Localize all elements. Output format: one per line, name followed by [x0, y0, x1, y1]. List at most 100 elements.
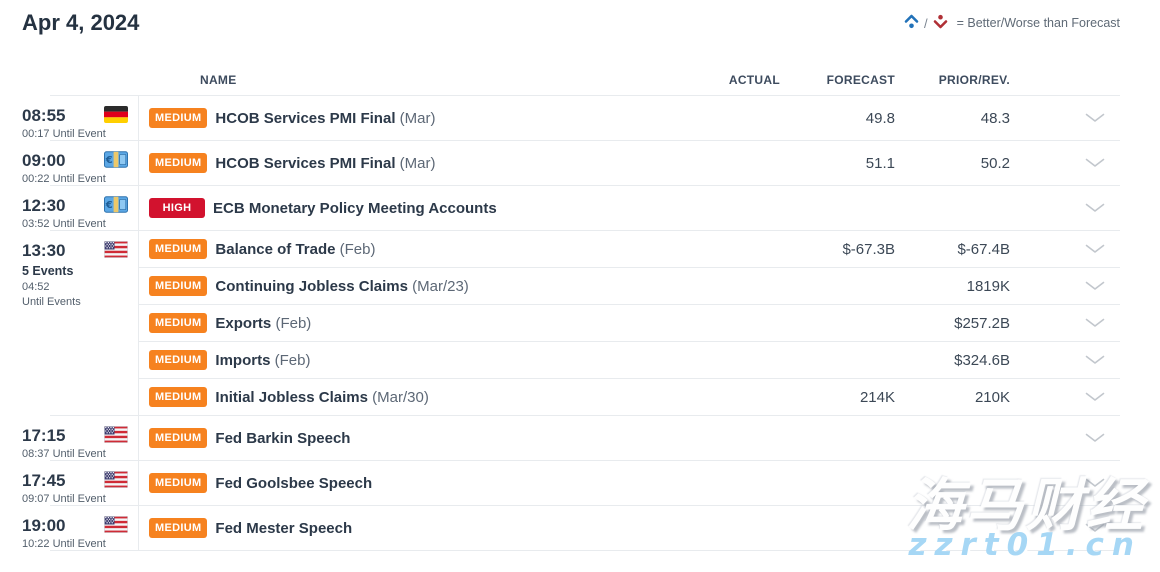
impact-badge: MEDIUM: [149, 350, 208, 370]
event-row[interactable]: MEDIUM Fed Goolsbee Speech: [139, 461, 1120, 506]
expand-chevron-icon[interactable]: [1010, 523, 1120, 533]
event-name: Continuing Jobless Claims: [215, 277, 408, 295]
events-cell: MEDIUM HCOB Services PMI Final (Mar) 51.1 5…: [138, 141, 1120, 186]
impact-badge: HIGH: [149, 198, 205, 218]
time-cell: 08:55 00:17 Until Event: [0, 96, 138, 141]
expand-chevron-icon[interactable]: [1010, 392, 1120, 402]
expand-chevron-icon[interactable]: [1010, 318, 1120, 328]
event-row[interactable]: MEDIUM Fed Barkin Speech: [139, 416, 1120, 461]
page-header: Apr 4, 2024 / = Better/Worse than Foreca…: [0, 0, 1160, 38]
event-row[interactable]: MEDIUM Exports (Feb) $257.2B: [139, 305, 1120, 342]
united-states-flag-icon: [104, 426, 128, 443]
event-title: HCOB Services PMI Final (Mar): [215, 155, 665, 172]
impact-badge: MEDIUM: [149, 473, 208, 493]
event-time: 09:00: [22, 151, 66, 170]
time-subline: 00:22 Until Event: [22, 173, 106, 185]
euro-area-flag-icon: €: [104, 151, 128, 168]
impact-badge: MEDIUM: [149, 518, 208, 538]
event-name: Balance of Trade: [215, 240, 336, 258]
forecast-value: 49.8: [865, 109, 895, 127]
legend-slash: /: [923, 15, 928, 31]
impact-badge: MEDIUM: [149, 313, 208, 333]
event-title: HCOB Services PMI Final (Mar): [215, 110, 665, 127]
prior-value: 48.3: [980, 109, 1010, 127]
expand-chevron-icon[interactable]: [1010, 203, 1120, 213]
expand-chevron-icon[interactable]: [1010, 433, 1120, 443]
event-group: 17:45 09:07 Until Event MEDIUM Fed Goolsbee…: [0, 461, 1120, 506]
impact-badge: MEDIUM: [149, 428, 208, 448]
prior-value: 1819K: [966, 277, 1010, 295]
time-cell: 13:30 5 Events 04:52 Until Events: [0, 231, 138, 416]
expand-chevron-icon[interactable]: [1010, 355, 1120, 365]
expand-chevron-icon[interactable]: [1010, 244, 1120, 254]
event-title: Fed Goolsbee Speech: [215, 475, 665, 492]
event-period: (Feb): [271, 314, 312, 332]
impact-badge: MEDIUM: [149, 153, 208, 173]
events-cell: MEDIUM Balance of Trade (Feb) $-67.3B $-67.…: [138, 231, 1120, 416]
event-name: Fed Mester Speech: [215, 519, 353, 537]
impact-badge: MEDIUM: [149, 239, 208, 259]
event-time: 17:15: [22, 426, 66, 445]
expand-chevron-icon[interactable]: [1010, 478, 1120, 488]
euro-area-flag-icon: €: [104, 196, 128, 213]
event-title: Imports (Feb): [215, 352, 665, 369]
time-subline: 00:17 Until Event: [22, 128, 106, 140]
expand-chevron-icon[interactable]: [1010, 281, 1120, 291]
time-subline: 04:52: [22, 281, 50, 293]
event-group: 17:15 08:37 Until Event MEDIUM Fed Barkin S…: [0, 416, 1120, 461]
event-period: (Mar): [395, 109, 436, 127]
legend-text: = Better/Worse than Forecast: [956, 16, 1120, 30]
event-title: Continuing Jobless Claims (Mar/23): [215, 278, 665, 295]
forecast-value: 214K: [859, 388, 895, 406]
event-row[interactable]: MEDIUM Initial Jobless Claims (Mar/30) 214…: [139, 379, 1120, 416]
impact-badge: MEDIUM: [149, 108, 208, 128]
event-name: ECB Monetary Policy Meeting Accounts: [213, 199, 497, 217]
event-period: (Feb): [335, 240, 376, 258]
prior-value: 50.2: [980, 154, 1010, 172]
event-name: HCOB Services PMI Final: [215, 154, 396, 172]
event-row[interactable]: MEDIUM Imports (Feb) $324.6B: [139, 342, 1120, 379]
events-cell: MEDIUM Fed Goolsbee Speech: [138, 461, 1120, 506]
event-name: Fed Barkin Speech: [215, 429, 351, 447]
event-title: Fed Barkin Speech: [215, 430, 665, 447]
event-title: Fed Mester Speech: [215, 520, 665, 537]
event-row[interactable]: MEDIUM Continuing Jobless Claims (Mar/23)…: [139, 268, 1120, 305]
event-title: Initial Jobless Claims (Mar/30): [215, 389, 665, 406]
events-cell: MEDIUM Fed Barkin Speech: [138, 416, 1120, 461]
event-period: (Mar/30): [367, 388, 429, 406]
impact-badge: MEDIUM: [149, 276, 208, 296]
event-title: Balance of Trade (Feb): [215, 241, 665, 258]
time-subline: Until Events: [22, 296, 81, 308]
event-row[interactable]: MEDIUM Balance of Trade (Feb) $-67.3B $-67.…: [139, 231, 1120, 268]
time-subline: 5 Events: [22, 264, 74, 278]
svg-text:€: €: [105, 155, 113, 166]
event-group: 08:55 00:17 Until Event MEDIUM HCOB Service…: [0, 96, 1120, 141]
events-cell: MEDIUM HCOB Services PMI Final (Mar) 49.8 4…: [138, 96, 1120, 141]
event-name: Imports: [215, 351, 271, 369]
time-cell: 19:00 10:22 Until Event: [0, 506, 138, 551]
economic-calendar-table: NAME ACTUAL FORECAST PRIOR/REV. 08:55 00:…: [0, 63, 1120, 551]
germany-flag-icon: [104, 106, 128, 123]
worse-than-forecast-icon: [932, 13, 949, 33]
event-title: ECB Monetary Policy Meeting Accounts: [213, 200, 665, 217]
forecast-legend: / = Better/Worse than Forecast: [903, 13, 1120, 33]
event-row[interactable]: MEDIUM HCOB Services PMI Final (Mar) 51.1 5…: [139, 141, 1120, 186]
event-table-body: 08:55 00:17 Until Event MEDIUM HCOB Service…: [0, 96, 1120, 551]
event-title: Exports (Feb): [215, 315, 665, 332]
event-period: (Mar): [395, 154, 436, 172]
column-header-prior: PRIOR/REV.: [938, 72, 1010, 87]
event-row[interactable]: MEDIUM Fed Mester Speech: [139, 506, 1120, 551]
time-cell: 09:00 00:22 Until Event €: [0, 141, 138, 186]
events-cell: HIGH ECB Monetary Policy Meeting Accounts: [138, 186, 1120, 231]
event-name: Initial Jobless Claims: [215, 388, 368, 406]
expand-chevron-icon[interactable]: [1010, 158, 1120, 168]
time-cell: 17:15 08:37 Until Event: [0, 416, 138, 461]
impact-badge: MEDIUM: [149, 387, 208, 407]
event-group: 09:00 00:22 Until Event € MEDIUM HCOB Servic…: [0, 141, 1120, 186]
event-period: (Mar/23): [407, 277, 469, 295]
event-row[interactable]: MEDIUM HCOB Services PMI Final (Mar) 49.8 4…: [139, 96, 1120, 141]
page-title: Apr 4, 2024: [22, 10, 140, 35]
event-time: 19:00: [22, 516, 66, 535]
event-row[interactable]: HIGH ECB Monetary Policy Meeting Accounts: [139, 186, 1120, 231]
expand-chevron-icon[interactable]: [1010, 113, 1120, 123]
